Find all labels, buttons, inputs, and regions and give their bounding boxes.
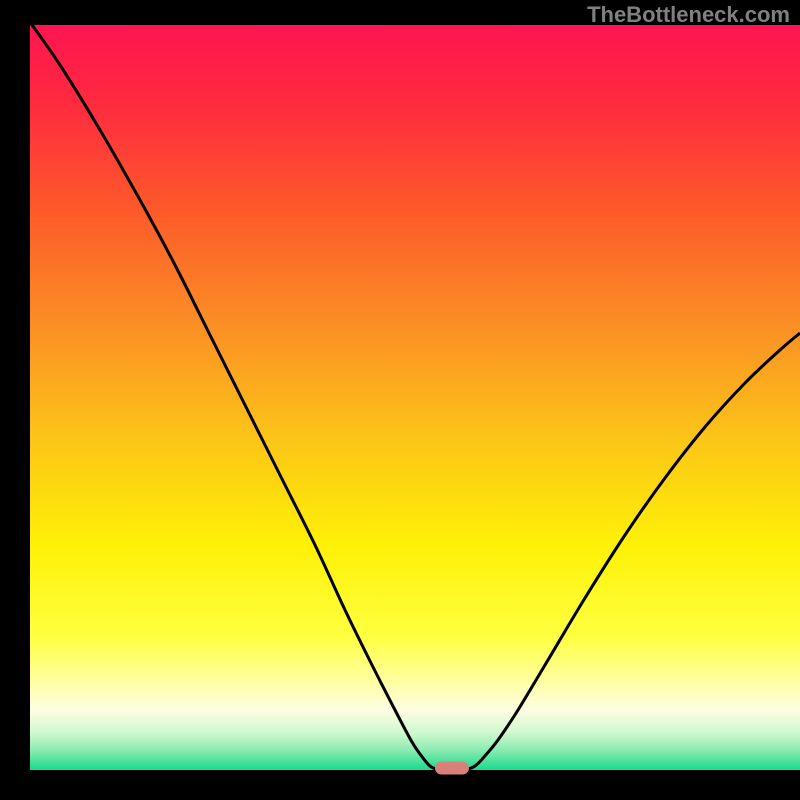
bottleneck-chart bbox=[0, 0, 800, 800]
plot-background bbox=[30, 25, 800, 770]
optimal-marker bbox=[435, 762, 469, 775]
watermark-text: TheBottleneck.com bbox=[587, 2, 790, 28]
chart-container: TheBottleneck.com bbox=[0, 0, 800, 800]
